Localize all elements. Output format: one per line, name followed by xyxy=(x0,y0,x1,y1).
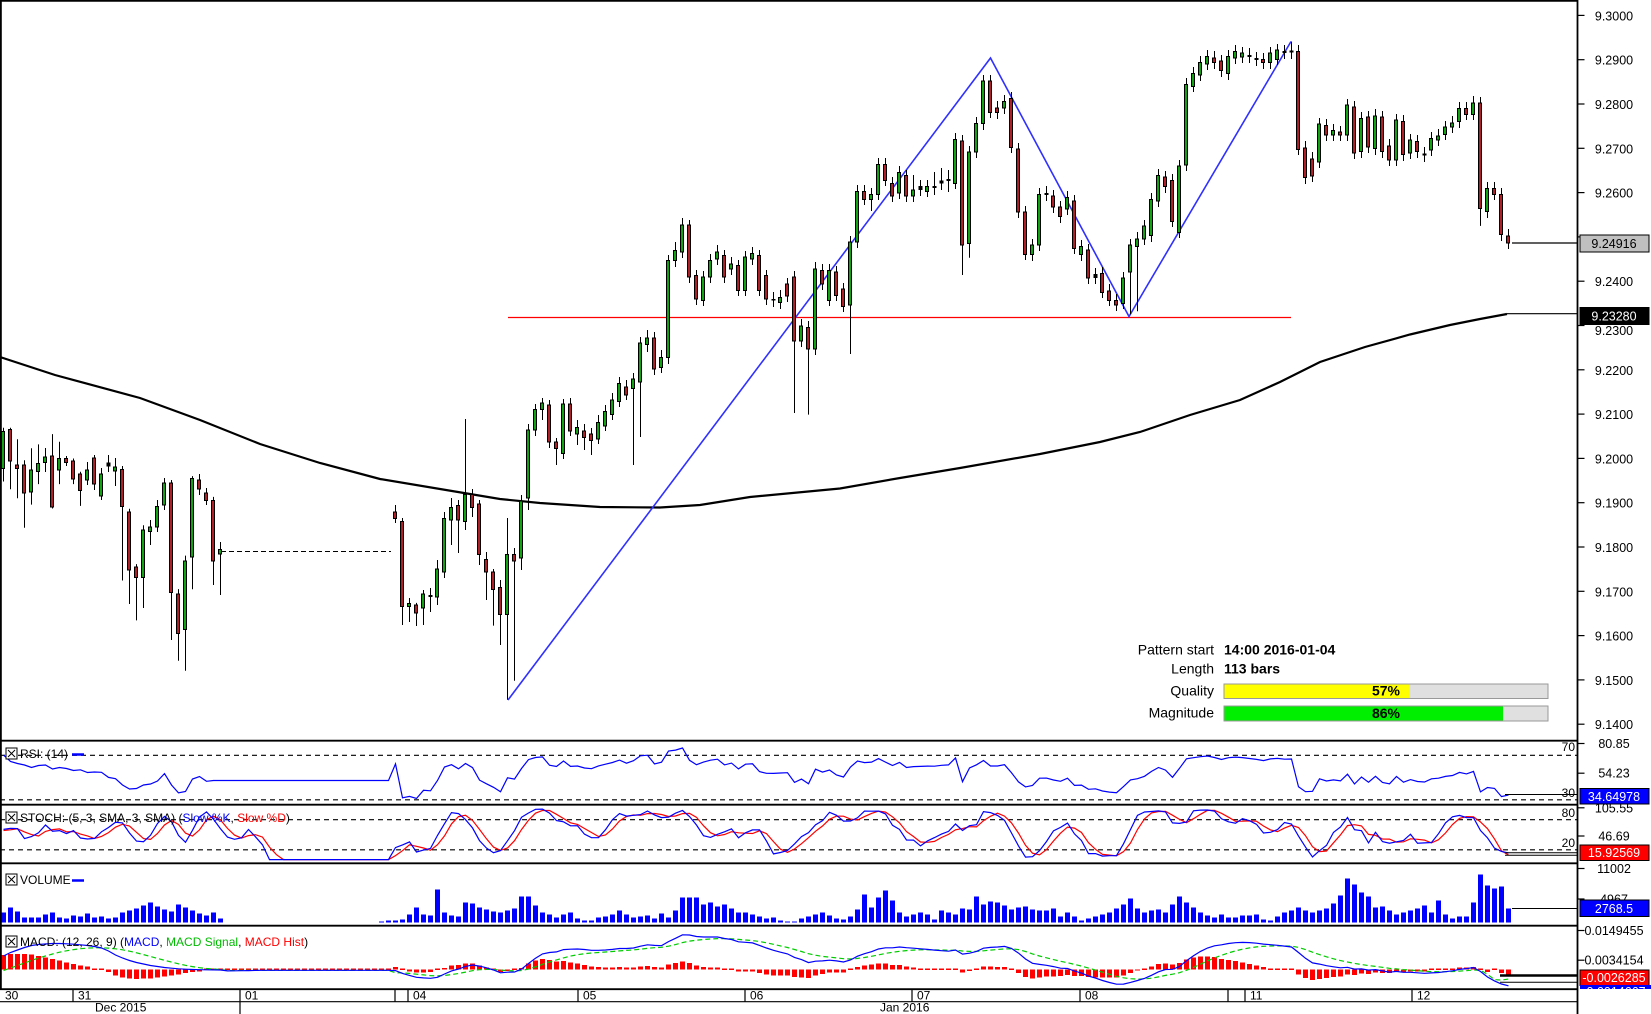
svg-text:46.69: 46.69 xyxy=(1598,830,1629,844)
svg-text:15.92569: 15.92569 xyxy=(1588,846,1640,860)
svg-text:RSI: (14): RSI: (14) xyxy=(20,747,68,761)
svg-text:Length: Length xyxy=(1171,661,1214,677)
svg-text:30: 30 xyxy=(1562,786,1576,800)
svg-text:14:00 2016-01-04: 14:00 2016-01-04 xyxy=(1224,642,1336,658)
svg-text:9.2200: 9.2200 xyxy=(1595,364,1633,378)
svg-text:0.0149455: 0.0149455 xyxy=(1584,924,1643,938)
svg-text:MACD: (12, 26, 9) (MACD, MACD: MACD: (12, 26, 9) (MACD, MACD Signal, MA… xyxy=(20,935,308,949)
svg-text:9.1900: 9.1900 xyxy=(1595,497,1633,511)
svg-text:9.2600: 9.2600 xyxy=(1595,187,1633,201)
svg-text:34.64978: 34.64978 xyxy=(1588,790,1640,804)
svg-text:Pattern start: Pattern start xyxy=(1138,642,1214,658)
svg-text:9.3000: 9.3000 xyxy=(1595,9,1633,23)
svg-text:04: 04 xyxy=(413,989,427,1003)
svg-text:Jan 2016: Jan 2016 xyxy=(880,1001,930,1014)
svg-text:80.85: 80.85 xyxy=(1598,737,1629,751)
svg-text:31: 31 xyxy=(78,989,92,1003)
svg-text:113 bars: 113 bars xyxy=(1224,661,1280,677)
svg-text:-0.0014667: -0.0014667 xyxy=(1582,985,1645,999)
svg-text:9.2700: 9.2700 xyxy=(1595,142,1633,156)
svg-text:80: 80 xyxy=(1562,806,1576,820)
svg-text:20: 20 xyxy=(1562,836,1576,850)
svg-text:105.55: 105.55 xyxy=(1595,801,1633,815)
svg-text:9.1700: 9.1700 xyxy=(1595,585,1633,599)
svg-text:0.0034154: 0.0034154 xyxy=(1584,954,1643,968)
svg-text:54.23: 54.23 xyxy=(1598,767,1629,781)
svg-text:86%: 86% xyxy=(1372,705,1401,721)
svg-text:9.24916: 9.24916 xyxy=(1591,237,1636,251)
svg-text:Dec 2015: Dec 2015 xyxy=(95,1001,147,1014)
svg-text:57%: 57% xyxy=(1372,683,1401,699)
svg-text:01: 01 xyxy=(245,989,259,1003)
svg-text:Magnitude: Magnitude xyxy=(1149,705,1215,721)
svg-text:9.1600: 9.1600 xyxy=(1595,630,1633,644)
svg-text:9.1500: 9.1500 xyxy=(1595,674,1633,688)
svg-text:11002: 11002 xyxy=(1597,862,1631,876)
svg-text:11: 11 xyxy=(1250,989,1263,1003)
svg-text:9.2400: 9.2400 xyxy=(1595,275,1633,289)
svg-text:70: 70 xyxy=(1562,740,1576,754)
svg-text:08: 08 xyxy=(1085,989,1099,1003)
svg-text:9.2900: 9.2900 xyxy=(1595,54,1633,68)
svg-text:-0.0026285: -0.0026285 xyxy=(1582,971,1645,985)
svg-text:30: 30 xyxy=(5,989,19,1003)
svg-text:05: 05 xyxy=(583,989,597,1003)
svg-text:9.1800: 9.1800 xyxy=(1595,541,1633,555)
svg-text:VOLUME: VOLUME xyxy=(20,873,71,887)
svg-text:9.2300: 9.2300 xyxy=(1595,324,1633,338)
svg-text:Quality: Quality xyxy=(1170,683,1214,699)
svg-text:9.23280: 9.23280 xyxy=(1591,310,1636,324)
svg-text:2768.5: 2768.5 xyxy=(1595,902,1633,916)
svg-text:STOCH: (5, 3, SMA, 3, SMA) (Sl: STOCH: (5, 3, SMA, 3, SMA) (Slow %K, Slo… xyxy=(20,811,290,825)
svg-text:07: 07 xyxy=(917,989,931,1003)
svg-text:12: 12 xyxy=(1417,989,1431,1003)
svg-text:9.2000: 9.2000 xyxy=(1595,452,1633,466)
svg-text:06: 06 xyxy=(750,989,764,1003)
svg-text:9.1400: 9.1400 xyxy=(1595,718,1633,732)
svg-text:9.2100: 9.2100 xyxy=(1595,408,1633,422)
svg-text:9.2800: 9.2800 xyxy=(1595,98,1633,112)
